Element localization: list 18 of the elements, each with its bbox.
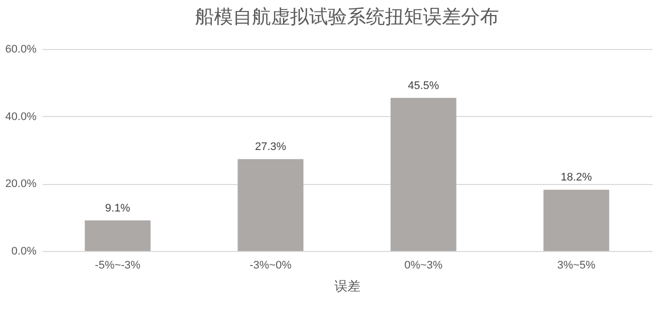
x-tick-label: -3%~0% [250, 260, 292, 272]
bar [390, 98, 456, 251]
data-label: 18.2% [560, 172, 592, 184]
data-label: 27.3% [254, 141, 286, 154]
data-label: 45.5% [408, 80, 440, 92]
chart-title: 船模自航虚拟试验系统扭矩误差分布 [195, 6, 499, 28]
x-axis-title: 误差 [334, 278, 360, 294]
data-label: 9.1% [105, 202, 130, 214]
bar [238, 159, 304, 251]
bar [84, 220, 151, 251]
x-tick-label: -5%~-3% [94, 260, 141, 272]
y-tick-label: 40.0% [5, 110, 37, 123]
y-tick-label: 60.0% [5, 44, 37, 56]
y-tick-label: 20.0% [5, 178, 37, 190]
y-tick-label: 0.0% [11, 246, 37, 258]
x-tick-label: 0%~3% [404, 260, 443, 272]
x-tick-label: 3%~5% [557, 260, 596, 272]
bar [543, 190, 610, 251]
